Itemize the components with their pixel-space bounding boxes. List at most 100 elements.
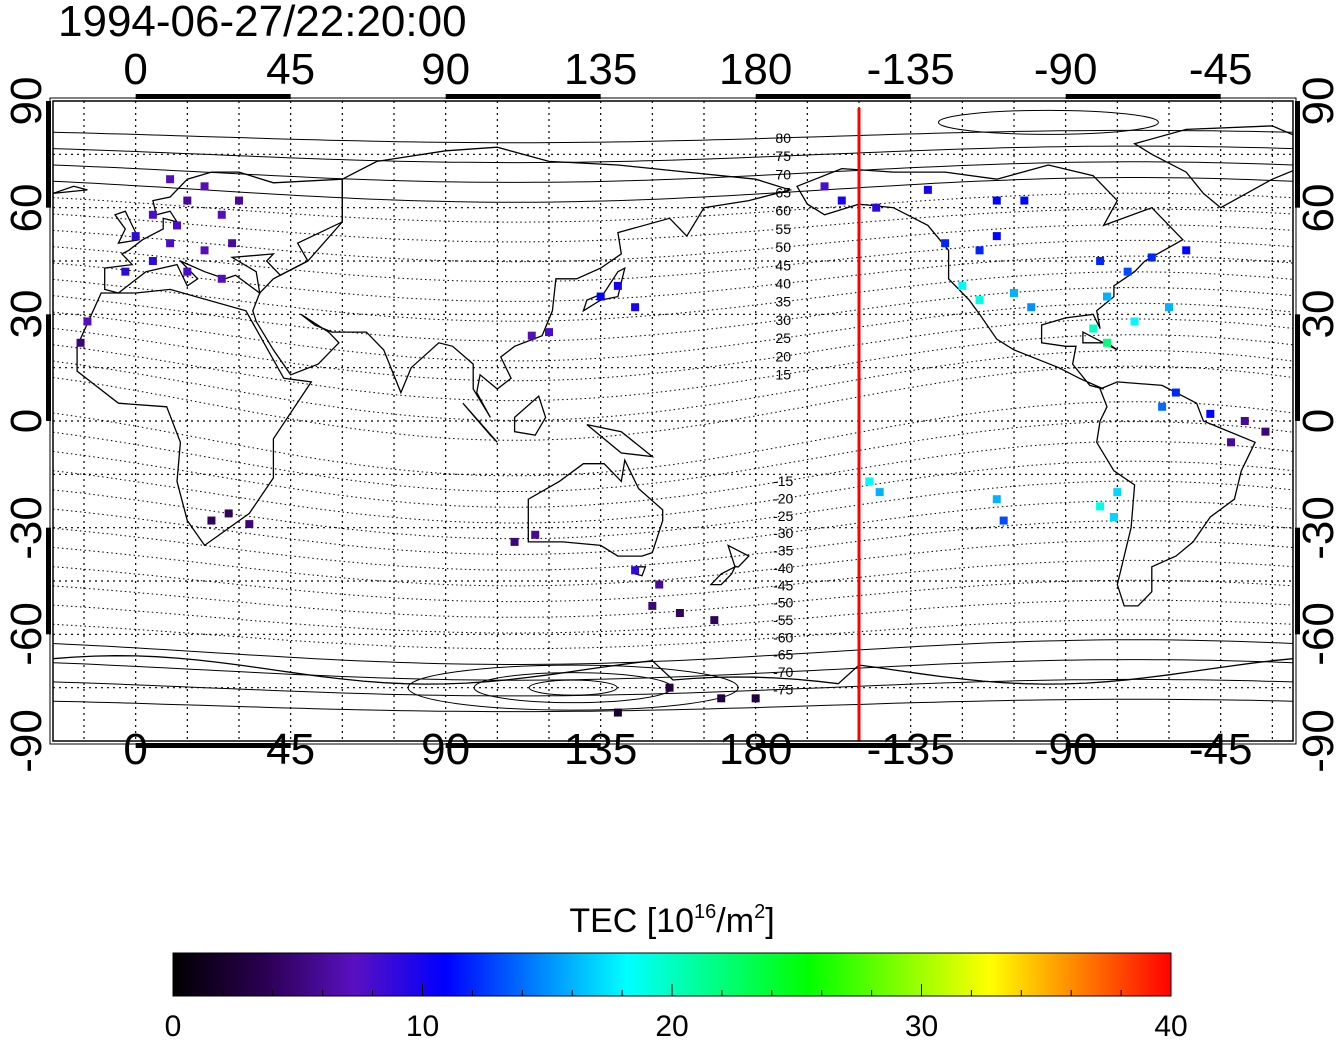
right-lat-tick-label: 90 <box>1294 76 1343 126</box>
left-axis-band <box>46 101 51 208</box>
tec-point <box>1130 317 1139 326</box>
magnetic-contour <box>53 271 1293 322</box>
bottom-axis-band <box>135 743 291 748</box>
tec-point <box>1103 292 1111 301</box>
tec-point <box>837 196 846 205</box>
contour-label: 60 <box>775 203 791 219</box>
tec-point <box>1227 438 1235 447</box>
tec-point <box>1020 196 1029 205</box>
coastline-path <box>513 394 547 436</box>
tec-point <box>872 203 881 212</box>
coastline-path <box>582 266 626 313</box>
bottom-lon-tick-label: -90 <box>1033 725 1098 774</box>
tec-point <box>1096 502 1105 511</box>
magnetic-contour <box>53 255 1293 302</box>
top-axis-band <box>755 94 911 99</box>
tec-point <box>1182 246 1191 255</box>
coastline-path <box>252 146 793 418</box>
tec-point <box>1103 338 1111 347</box>
contour-label: 50 <box>775 239 791 255</box>
tec-point <box>941 239 950 248</box>
top-lon-tick-label: 90 <box>421 45 471 94</box>
right-lat-tick-label: -90 <box>1294 709 1343 773</box>
top-axis-band <box>1065 94 1221 99</box>
tec-point <box>1158 402 1167 411</box>
contour-label: 25 <box>775 330 791 346</box>
contour-label: 70 <box>775 166 791 182</box>
contour-label: -55 <box>773 612 793 628</box>
coastline-path <box>462 402 498 443</box>
bottom-axis-band <box>445 743 601 748</box>
tec-point <box>1206 409 1215 418</box>
coastline-path <box>527 457 664 557</box>
magnetic-contour <box>53 129 1293 144</box>
magnetic-contour <box>53 480 1293 540</box>
contour-label: 80 <box>775 130 791 146</box>
tec-point <box>1171 388 1180 397</box>
right-lat-tick-label: -60 <box>1294 602 1343 667</box>
bottom-lon-tick-label: -45 <box>1188 725 1253 774</box>
magnetic-pole-contour <box>407 664 739 711</box>
top-lon-tick-label: -135 <box>866 45 955 94</box>
tec-point <box>527 331 536 340</box>
bottom-lon-tick-label: 0 <box>123 725 148 774</box>
magnetic-contour <box>53 520 1293 571</box>
bottom-lon-tick-label: 180 <box>718 725 793 774</box>
magnetic-contour <box>53 192 1293 223</box>
map-border <box>52 100 1294 742</box>
top-lon-tick-label: -45 <box>1188 45 1253 94</box>
bottom-axis-band <box>1065 743 1221 748</box>
tec-point <box>631 303 640 312</box>
contour-label: -70 <box>773 664 793 680</box>
tec-point <box>1113 488 1122 497</box>
tec-point <box>655 580 664 589</box>
tec-point <box>200 246 209 255</box>
tec-point <box>224 509 233 518</box>
magnetic-pole-contour <box>937 109 1159 135</box>
magnetic-contour <box>53 177 1293 203</box>
tec-point <box>751 694 760 703</box>
bottom-lon-tick-label: 135 <box>563 725 638 774</box>
contour-label: 65 <box>775 184 791 200</box>
magnetic-pole-contour <box>528 679 618 696</box>
tec-point <box>999 516 1008 525</box>
left-axis-band <box>46 314 51 421</box>
bottom-lon-tick-label: 45 <box>266 725 316 774</box>
tec-point <box>596 292 605 301</box>
contour-label: 55 <box>775 221 791 237</box>
tec-point <box>1010 289 1018 297</box>
left-axis-band <box>46 527 51 635</box>
tec-point <box>76 338 85 347</box>
colorbar-label: 40 <box>1154 1010 1188 1043</box>
tec-point <box>207 516 216 525</box>
bottom-lon-tick-label: -135 <box>866 725 955 774</box>
right-lat-tick-label: 60 <box>1294 183 1343 233</box>
coastline-path <box>76 288 313 547</box>
tec-point <box>510 537 519 546</box>
tec-point <box>1240 417 1249 425</box>
right-axis-band <box>1295 314 1300 421</box>
magnetic-contour <box>53 239 1293 283</box>
magnetic-contour <box>53 659 1293 681</box>
top-lon-tick-label: 45 <box>266 45 316 94</box>
contour-label: -15 <box>773 473 793 489</box>
magnetic-contour <box>53 302 1293 362</box>
tec-point <box>183 196 192 205</box>
left-lat-tick-label: -90 <box>2 709 51 773</box>
contour-label: -35 <box>773 543 793 559</box>
magnetic-contour <box>53 540 1293 587</box>
magnetic-contour <box>53 208 1293 243</box>
top-axis-band <box>135 94 291 99</box>
tec-point <box>992 232 1001 241</box>
tec-point <box>1123 267 1132 276</box>
coastline-path <box>104 171 343 295</box>
tec-point <box>613 281 622 290</box>
tec-point <box>83 317 92 326</box>
contour-label: 45 <box>775 257 791 273</box>
tec-point <box>173 221 181 230</box>
magnetic-contour <box>53 318 1293 382</box>
tec-point <box>875 488 884 497</box>
tec-point <box>675 609 684 617</box>
tec-point <box>1089 324 1098 333</box>
tec-point <box>923 185 932 194</box>
